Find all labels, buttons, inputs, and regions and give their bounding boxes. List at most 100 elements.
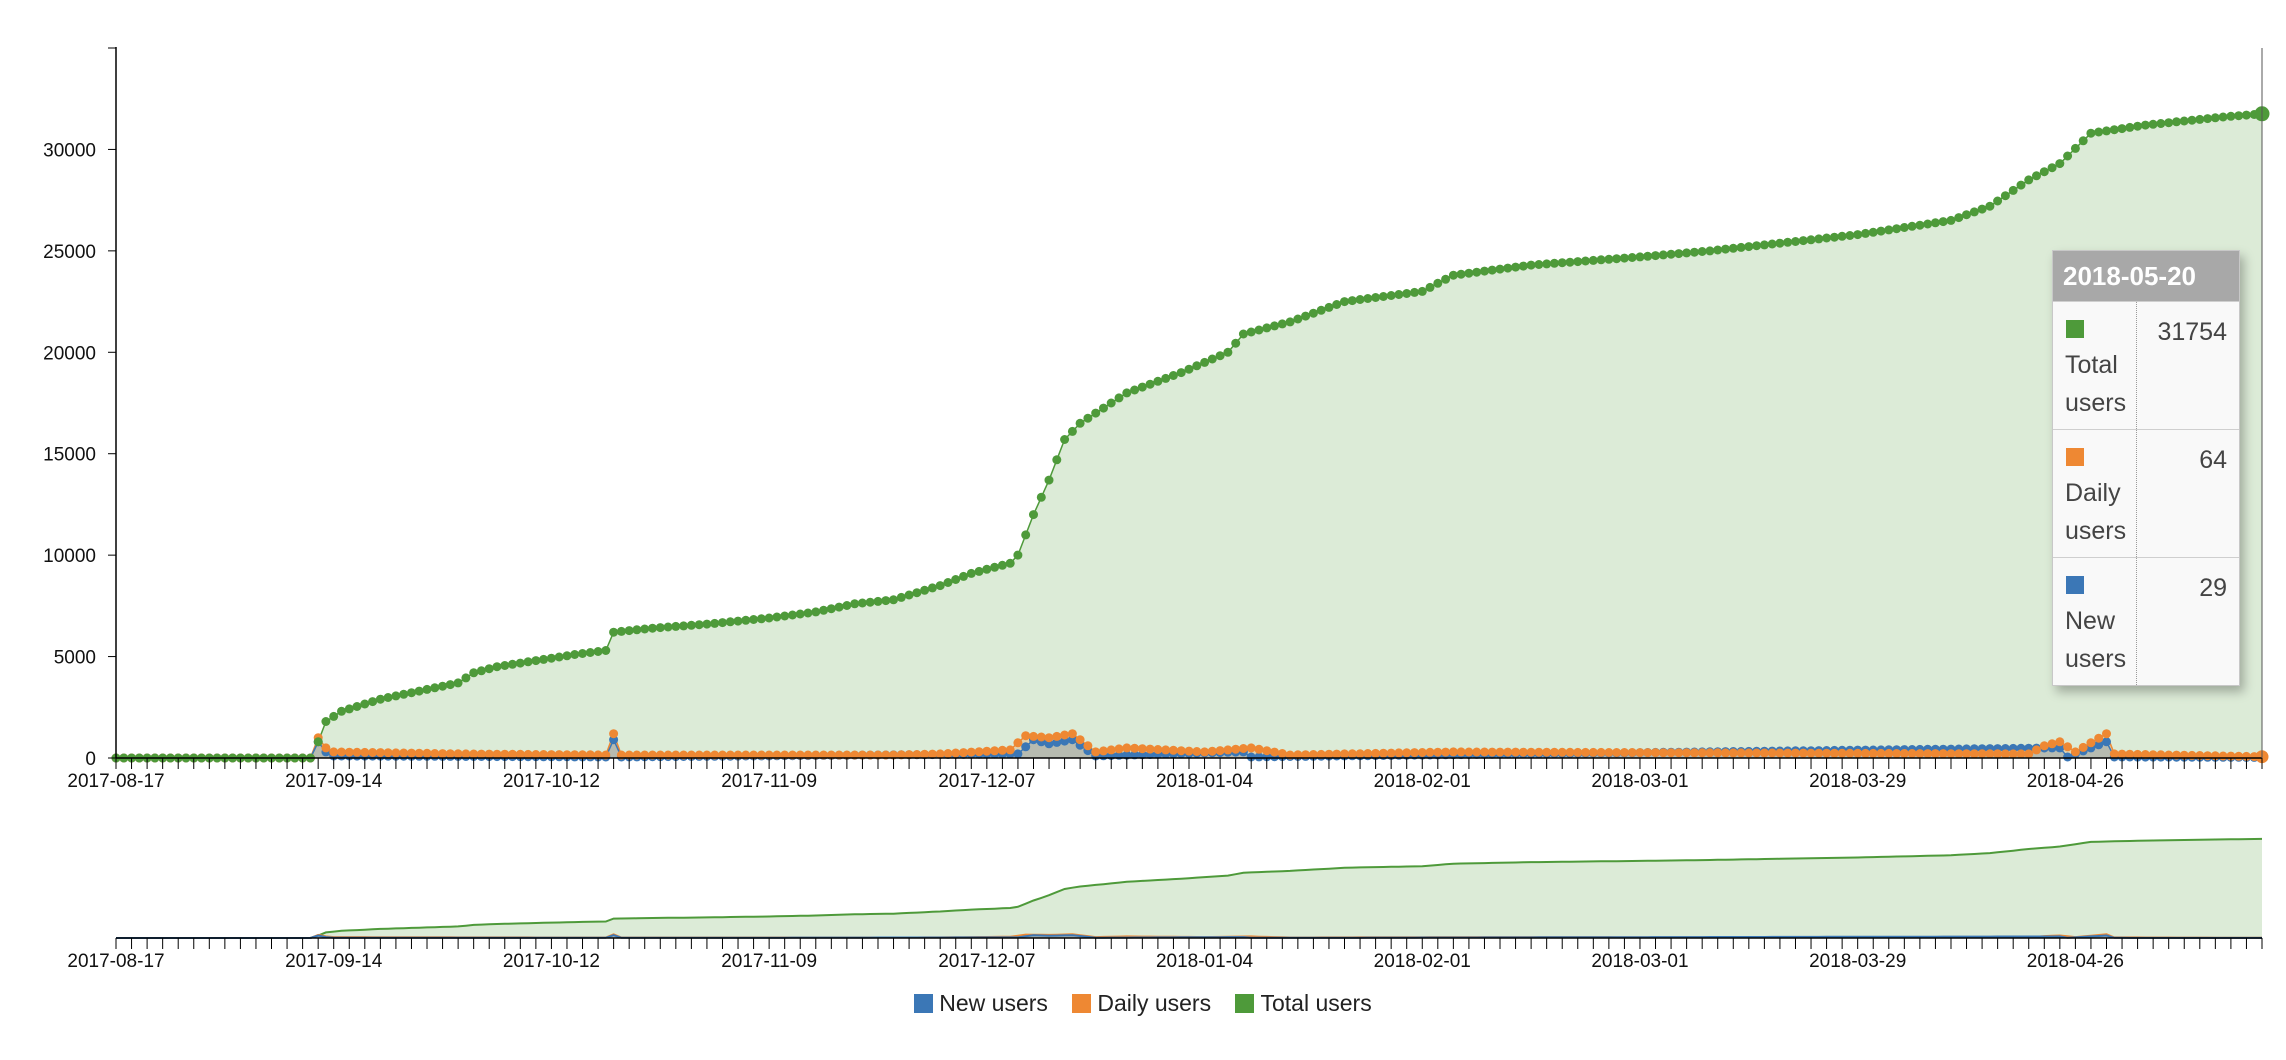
- legend-swatch: [1072, 994, 1092, 1013]
- total-users-point: [1798, 236, 1808, 246]
- total-users-point: [352, 702, 362, 711]
- total-users-point: [733, 616, 743, 626]
- daily-users-point: [1215, 746, 1225, 756]
- tooltip-row-new: New users 29: [2053, 557, 2239, 685]
- total-users-point: [1254, 325, 1264, 335]
- total-users-point: [1969, 207, 1979, 217]
- total-users-point: [1223, 347, 1233, 357]
- daily-users-point: [1503, 747, 1513, 757]
- total-users-point: [1643, 251, 1653, 261]
- total-users-point: [1114, 393, 1124, 403]
- daily-users-point: [1627, 748, 1637, 757]
- daily-users-point: [1767, 748, 1777, 758]
- daily-users-point: [2156, 750, 2166, 760]
- total-users-point: [2117, 124, 2127, 134]
- daily-users-point: [1938, 749, 1948, 759]
- total-users-point: [1308, 308, 1318, 318]
- total-users-point: [788, 610, 797, 620]
- daily-users-point: [1728, 748, 1738, 758]
- legend-swatch: [914, 994, 934, 1013]
- daily-users-point: [1386, 748, 1396, 758]
- daily-users-point: [1635, 748, 1645, 758]
- daily-users-point: [1542, 747, 1552, 757]
- daily-users-point: [2032, 745, 2041, 755]
- daily-users-point: [1915, 749, 1925, 759]
- total-users-point: [1386, 291, 1396, 300]
- legend-item-new-users[interactable]: New users: [914, 990, 1048, 1017]
- total-users-point: [399, 689, 409, 699]
- daily-users-point: [1705, 748, 1715, 758]
- total-users-point: [1495, 264, 1505, 274]
- total-users-point: [2241, 110, 2251, 120]
- total-users-point: [1122, 388, 1132, 398]
- total-users-point: [329, 711, 339, 721]
- daily-users-point: [1433, 747, 1443, 757]
- total-users-point: [1526, 260, 1536, 270]
- total-users-point: [725, 617, 735, 627]
- daily-users-point: [1993, 749, 2003, 759]
- tooltip-series-value: 29: [2199, 574, 2227, 602]
- daily-users-point: [1417, 748, 1427, 757]
- total-users-point: [585, 648, 595, 657]
- total-users-point: [414, 686, 424, 696]
- daily-users-point: [966, 747, 976, 757]
- daily-users-point: [997, 745, 1007, 755]
- total-users-point: [1884, 225, 1894, 235]
- daily-users-point: [1643, 748, 1653, 758]
- daily-users-point: [2234, 751, 2244, 761]
- daily-users-point: [1946, 749, 1956, 759]
- total-users-point: [484, 664, 494, 674]
- total-users-point: [492, 662, 502, 672]
- new-users-point: [1013, 749, 1023, 759]
- legend-swatch: [1235, 994, 1255, 1013]
- total-users-point: [1985, 201, 1995, 211]
- total-users-point: [982, 564, 992, 574]
- daily-users-point: [1091, 747, 1101, 757]
- total-users-point: [764, 613, 774, 623]
- legend-label: New users: [939, 990, 1048, 1016]
- legend-item-daily-users[interactable]: Daily users: [1072, 990, 1211, 1017]
- total-users-point: [1448, 270, 1458, 280]
- daily-users-point: [1713, 748, 1723, 758]
- legend-item-total-users[interactable]: Total users: [1235, 990, 1372, 1017]
- daily-users-point: [1775, 748, 1785, 758]
- total-users-point: [476, 666, 486, 676]
- x-tick-label: 2017-12-07: [938, 771, 1035, 792]
- total-users-point: [1682, 248, 1692, 258]
- daily-users-point: [578, 750, 587, 760]
- total-users-point: [951, 575, 961, 584]
- daily-users-point: [1845, 748, 1855, 758]
- daily-users-point: [982, 746, 992, 756]
- total-users-point: [702, 619, 712, 629]
- total-users-point: [1907, 221, 1917, 231]
- total-users-point: [360, 699, 370, 709]
- total-users-point: [2032, 171, 2041, 181]
- daily-users-point: [2039, 741, 2049, 751]
- daily-users-point: [1954, 749, 1964, 759]
- total-users-point: [578, 649, 587, 658]
- tooltip-series-value: 31754: [2157, 318, 2227, 346]
- subchart-navigator[interactable]: 2017-08-17 2017-09-14 2017-10-12 2017-11-09…: [67, 837, 2263, 972]
- total-users-point: [1371, 293, 1381, 302]
- total-users-point: [1410, 287, 1419, 297]
- total-users-point: [640, 624, 650, 634]
- total-users-point: [632, 625, 642, 635]
- daily-users-point: [1246, 743, 1256, 753]
- main-plot[interactable]: 2017-08-17 2017-09-14 2017-10-12 2017-11-09…: [43, 47, 2270, 792]
- total-users-point: [1791, 237, 1800, 246]
- total-users-point: [1822, 233, 1832, 243]
- total-users-point: [648, 623, 657, 633]
- total-users-point: [1207, 354, 1217, 364]
- total-users-point: [1596, 255, 1606, 265]
- x-tick-label: 2018-03-29: [1809, 951, 1906, 972]
- total-users-point: [1130, 385, 1140, 395]
- total-users-point: [1137, 382, 1147, 392]
- total-users-point: [1161, 373, 1171, 383]
- total-users-point: [1464, 268, 1474, 278]
- total-users-point: [1021, 530, 1031, 540]
- total-users-point: [780, 611, 790, 621]
- total-users-point: [368, 697, 378, 707]
- total-users-point: [1697, 247, 1707, 256]
- tooltip-row-total: Total users 31754: [2053, 301, 2239, 429]
